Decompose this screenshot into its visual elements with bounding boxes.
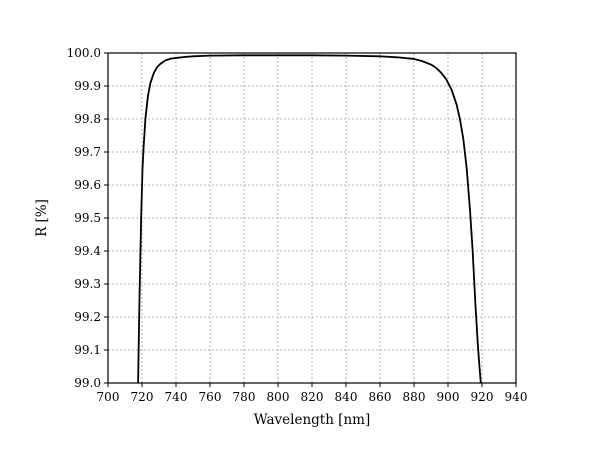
- x-tick-label: 720: [131, 390, 154, 404]
- y-tick-label: 99.9: [74, 79, 101, 93]
- y-tick-label: 99.3: [74, 277, 101, 291]
- y-tick-label: 99.5: [74, 211, 101, 225]
- y-tick-label: 100.0: [67, 46, 101, 60]
- data-layer: [137, 54, 482, 384]
- y-tick-label: 99.4: [74, 244, 101, 258]
- x-tick-label: 880: [403, 390, 426, 404]
- x-tick-label: 740: [165, 390, 188, 404]
- x-tick-label: 760: [199, 390, 222, 404]
- x-tick-label: 900: [437, 390, 460, 404]
- y-tick-label: 99.8: [74, 112, 101, 126]
- x-tick-label: 840: [335, 390, 358, 404]
- ticks-layer: [104, 52, 517, 387]
- x-tick-label: 940: [505, 390, 528, 404]
- y-axis-title: R [%]: [34, 199, 50, 237]
- x-axis-title: Wavelength [nm]: [254, 412, 370, 428]
- x-tick-label: 800: [267, 390, 290, 404]
- x-tick-label: 820: [301, 390, 324, 404]
- reflectance-series-line: [137, 54, 482, 384]
- x-tick-label: 700: [97, 390, 120, 404]
- y-tick-label: 99.0: [74, 376, 101, 390]
- y-tick-label: 99.2: [74, 310, 101, 324]
- y-tick-label: 99.7: [74, 145, 101, 159]
- x-tick-label: 780: [233, 390, 256, 404]
- x-tick-label: 860: [369, 390, 392, 404]
- grid-layer: [108, 53, 516, 383]
- y-tick-label: 99.6: [74, 178, 101, 192]
- x-tick-label: 920: [471, 390, 494, 404]
- labels-layer: 700 720 740 760 780 800 820 840 860 880 900 920 940 9…: [67, 46, 528, 404]
- y-tick-label: 99.1: [74, 343, 101, 357]
